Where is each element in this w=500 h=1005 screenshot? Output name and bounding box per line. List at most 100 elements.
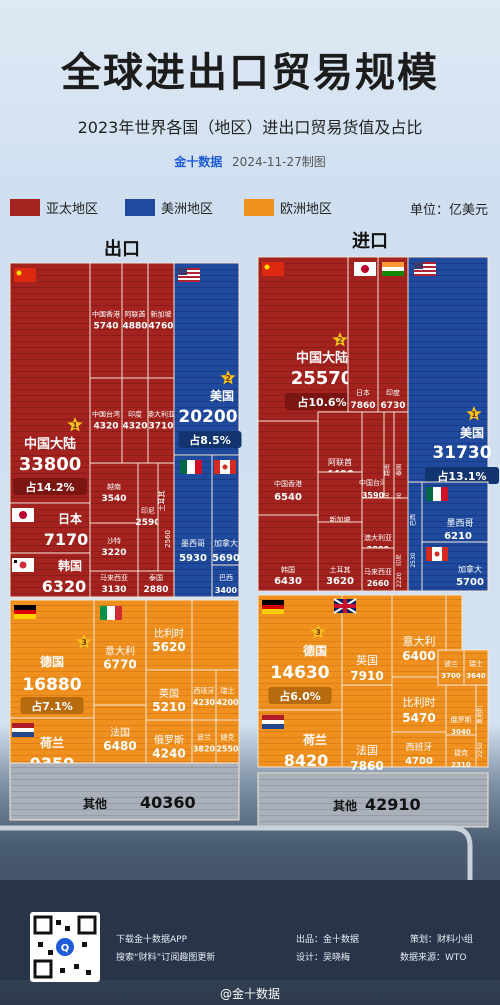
import-my-value: 2660 [367, 579, 390, 588]
footer-planner-label: 策划： [410, 935, 438, 945]
export-canada-name: 加拿大 [214, 538, 238, 548]
import-germany-value: 14630 [270, 663, 329, 683]
flag-mexico-import [426, 487, 448, 501]
export-label-4: 阿联酋 [125, 310, 146, 319]
export-label-3: 中国香港 [92, 310, 120, 319]
flag-china-import [262, 262, 284, 276]
import-id-name: 印尼 [396, 554, 403, 566]
footer-app-line2: 搜索“财料”订阅趣图更新 [116, 953, 216, 963]
import-canada-name: 加拿大 [458, 564, 482, 574]
export-label-13: 马来西亚 [100, 574, 128, 582]
footer-producer: 出品：金十数据 [296, 932, 359, 945]
export-eu-label-4: 比利时 [154, 628, 184, 640]
unit-label: 单位：亿美元 [409, 203, 488, 218]
legend-americas: 美洲地区 [125, 198, 213, 217]
export-value-11: 2590 [135, 518, 160, 528]
import-cell-swiss [463, 649, 489, 686]
export-value-10: 3220 [101, 548, 126, 558]
import-cell-korea [257, 514, 319, 592]
footer-datasource: 数据来源：WTO [400, 950, 467, 963]
flag-uk [333, 598, 357, 614]
import-austria-value: 2250 [477, 742, 484, 757]
flag-germany-import [262, 600, 284, 614]
export-eu-cell-5 [145, 669, 193, 721]
export-other-value: 40360 [140, 793, 196, 812]
export-eu-blank [191, 599, 240, 671]
import-poland-name: 波兰 [444, 659, 458, 668]
import-spain-value: 4700 [405, 756, 433, 767]
rank-badge-import-2: 2 [332, 332, 348, 347]
import-austria-name: 奥地利 [476, 706, 484, 724]
import-belgium-value: 5470 [402, 711, 435, 725]
export-china-share: 占14.2% [13, 478, 87, 495]
import-turkey-value: 3620 [326, 576, 354, 587]
import-hk-value: 6540 [274, 492, 302, 503]
export-cell-6 [89, 377, 123, 464]
qr-code[interactable]: Q [30, 912, 100, 982]
import-cell-france [341, 684, 393, 768]
qr-code-icon: Q [33, 915, 97, 979]
import-russia-value: 3040 [451, 728, 471, 736]
svg-text:占6.0%: 占6.0% [279, 689, 321, 703]
import-cell-sg [317, 471, 363, 523]
flag-canada [214, 460, 236, 474]
footer-producer-label: 出品： [296, 935, 324, 945]
export-eu-label-8: 瑞士 [221, 686, 235, 695]
import-turkey-name: 土耳其 [330, 565, 351, 574]
import-germany-name: 德国 [303, 643, 327, 658]
export-eu-label-7: 西班牙 [194, 686, 215, 695]
export-label-5: 新加坡 [151, 310, 172, 319]
import-uk-value: 7910 [350, 669, 383, 683]
import-germany-share: 占6.0% [268, 687, 332, 704]
export-value-9: 3540 [101, 494, 126, 504]
flag-mexico [180, 460, 202, 474]
flag-japan [12, 508, 34, 522]
export-eu-cell-6 [145, 719, 193, 764]
legend-swatch-americas [125, 199, 155, 216]
export-cell-8 [147, 377, 175, 464]
source-date: 2024-11-27制图 [232, 155, 326, 169]
import-china-value: 25570 [291, 368, 354, 389]
export-korea-name: 韩国 [58, 558, 82, 573]
import-usa-name: 美国 [460, 425, 484, 440]
import-japan-value: 7860 [350, 401, 375, 411]
export-japan-name: 日本 [58, 511, 82, 526]
export-value-4: 4880 [122, 322, 147, 332]
import-france-value: 7860 [350, 759, 383, 773]
import-china-share: 占10.6% [285, 393, 359, 410]
export-eu-value-6: 4240 [152, 747, 185, 761]
legend-europe: 欧洲地区 [244, 198, 332, 217]
export-other-name: 其他 [83, 796, 107, 811]
export-brazil-value: 3400 [215, 586, 238, 595]
footer-producer-value: 金十数据 [323, 935, 360, 945]
import-korea-value: 6430 [274, 576, 302, 587]
export-label-6: 中国台湾 [92, 410, 120, 419]
export-germany-value: 16880 [22, 675, 81, 695]
svg-text:3: 3 [81, 638, 87, 647]
export-eu-label-2: 意大利 [105, 645, 135, 658]
import-th-name: 泰国 [395, 464, 403, 476]
import-poland-value: 3700 [441, 672, 461, 680]
export-eu-value-5: 5210 [152, 700, 185, 714]
flag-italy [100, 606, 122, 620]
import-france-name: 法国 [356, 743, 378, 757]
export-eu-value-4: 5620 [152, 640, 185, 654]
export-cell-china [9, 262, 91, 504]
export-label-7: 印度 [128, 410, 142, 419]
export-mexico-name: 墨西哥 [181, 539, 205, 548]
export-china-value: 33800 [19, 454, 82, 475]
import-brazil-value: 2530 [410, 552, 417, 567]
export-value-3: 5740 [93, 322, 118, 332]
import-korea-name: 韩国 [281, 565, 295, 574]
flag-netherlands-import [262, 715, 284, 729]
road-line [0, 825, 473, 880]
import-cell-czech [445, 734, 477, 768]
flag-japan-import [354, 262, 376, 276]
import-india-value: 6730 [380, 401, 405, 411]
footer-datasource-value: WTO [445, 953, 467, 963]
import-tw-value: 3590 [362, 491, 385, 500]
footer-datasource-label: 数据来源： [400, 953, 446, 963]
export-cell-5 [147, 262, 175, 379]
rank-badge-2: 2 [220, 370, 236, 385]
import-brazil-name: 巴西 [410, 514, 417, 526]
